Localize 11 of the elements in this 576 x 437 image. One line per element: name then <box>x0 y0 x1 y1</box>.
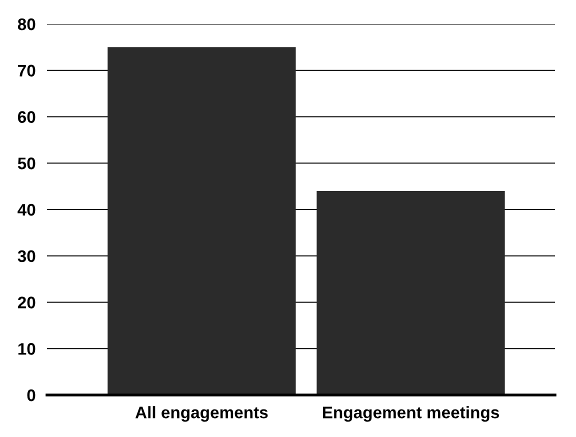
y-tick-label: 80 <box>18 18 36 30</box>
y-tick-label: 70 <box>18 64 36 77</box>
y-tick-label: 10 <box>18 343 36 355</box>
y-tick-label: 0 <box>27 389 36 402</box>
x-tick-label: All engagements <box>135 406 268 422</box>
y-tick-label: 50 <box>18 158 36 170</box>
y-tick-label: 30 <box>18 250 36 262</box>
y-tick-label: 20 <box>18 296 36 308</box>
y-tick-label: 60 <box>18 111 36 123</box>
x-tick-label: Engagement meetings <box>322 406 499 422</box>
y-tick-label: 40 <box>18 204 36 216</box>
